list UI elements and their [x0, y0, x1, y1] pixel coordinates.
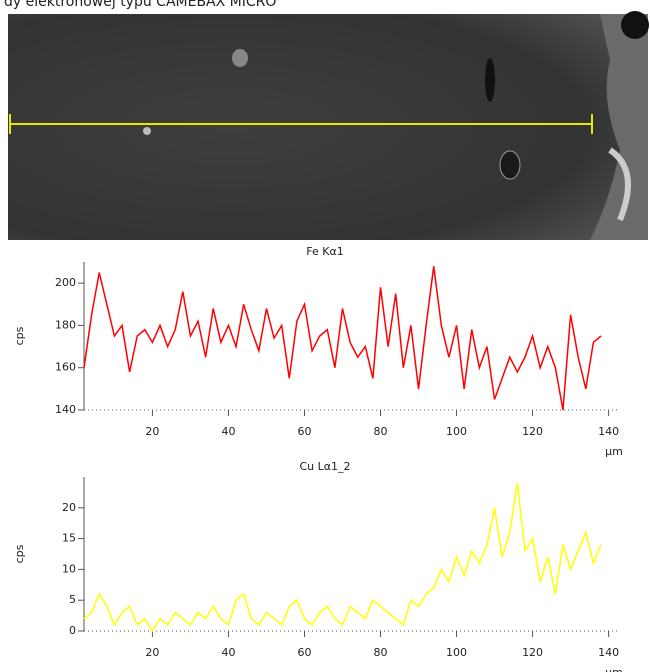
caption: dy elektronowej typu CAMEBAX MICRO: [4, 0, 276, 10]
x-tick-label: 60: [297, 646, 311, 659]
x-tick-label: 60: [297, 425, 311, 438]
x-tick-label: 20: [145, 425, 159, 438]
y-tick-label: 160: [55, 361, 76, 374]
x-tick-label: 120: [522, 646, 543, 659]
y-tick-label: 140: [55, 403, 76, 416]
y-axis-label: cps: [13, 544, 26, 563]
y-tick-label: 0: [69, 624, 76, 637]
x-tick-label: 80: [374, 646, 388, 659]
x-tick-label: 120: [522, 425, 543, 438]
chart-title: Fe Kα1: [306, 245, 343, 258]
x-tick-label: 140: [598, 646, 619, 659]
x-tick-label: 40: [221, 425, 235, 438]
y-tick-label: 20: [62, 501, 76, 514]
y-axis-label: cps: [13, 326, 26, 345]
y-tick-label: 200: [55, 276, 76, 289]
y-tick-label: 10: [62, 562, 76, 575]
x-tick-label: 20: [145, 646, 159, 659]
y-tick-label: 15: [62, 532, 76, 545]
x-axis-label: µm: [605, 666, 623, 672]
data-line: [83, 266, 602, 411]
y-tick-label: 180: [55, 318, 76, 331]
x-tick-label: 140: [598, 425, 619, 438]
data-line: [83, 483, 602, 633]
x-tick-label: 100: [446, 425, 467, 438]
x-tick-label: 100: [446, 646, 467, 659]
chart-title: Cu Lα1_2: [299, 460, 350, 473]
y-tick-label: 5: [69, 593, 76, 606]
x-tick-label: 80: [374, 425, 388, 438]
x-tick-label: 40: [221, 646, 235, 659]
x-axis-label: µm: [605, 445, 623, 458]
sem-image: [8, 11, 649, 240]
